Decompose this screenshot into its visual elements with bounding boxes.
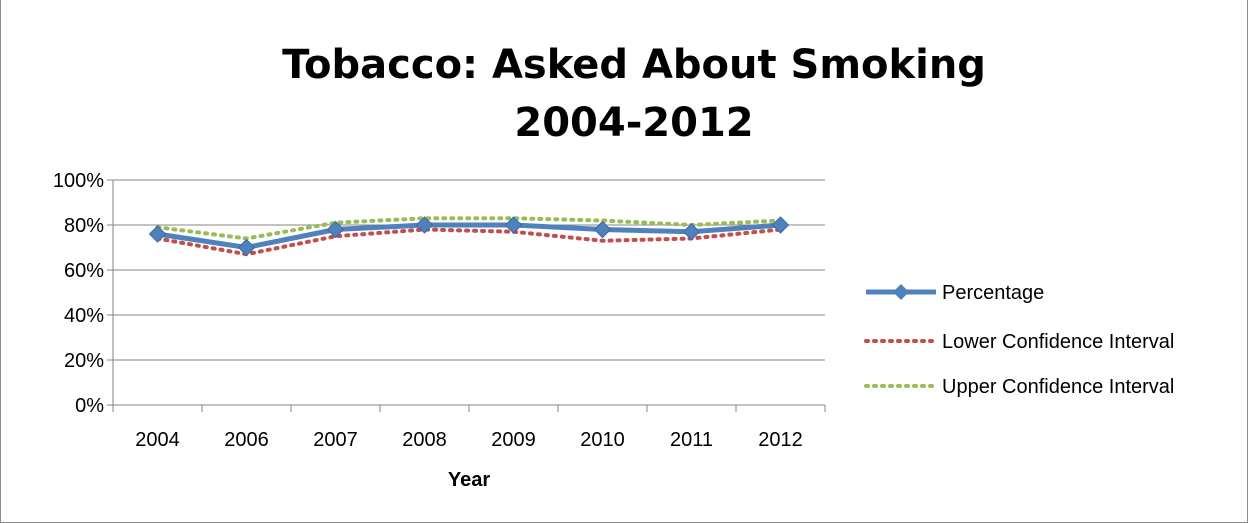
y-tick-label: 40%: [64, 305, 104, 327]
legend: Percentage Lower Confidence Interval Upper…: [864, 282, 1174, 398]
grid-lines: [107, 179, 826, 412]
data-point: [771, 216, 790, 234]
y-tick-label: 60%: [64, 260, 104, 282]
chart-title: Tobacco: Asked About Smoking: [282, 42, 986, 88]
legend-marker: [893, 284, 909, 300]
data-point: [237, 238, 256, 257]
data-point: [593, 220, 612, 239]
y-tick-label: 80%: [64, 215, 104, 237]
y-tick-label: 100%: [53, 170, 104, 192]
y-tick-labels: 0% 20% 40% 60% 80% 100%: [53, 170, 104, 417]
axes: [112, 180, 825, 406]
y-tick-label: 0%: [75, 395, 104, 417]
x-tick-label: 2012: [758, 429, 803, 451]
data-point: [148, 225, 167, 243]
x-tick-label: 2008: [402, 429, 447, 451]
x-tick-label: 2004: [135, 429, 180, 451]
series-layer: [148, 216, 790, 257]
series-line-2: [155, 216, 783, 241]
x-tick-label: 2009: [491, 429, 536, 451]
y-tick-label: 20%: [64, 350, 104, 372]
x-tick-label: 2010: [580, 429, 625, 451]
x-tick-labels: 2004 2006 2007 2008 2009 2010 2011 2012: [135, 429, 803, 451]
chart-subtitle: 2004-2012: [514, 100, 753, 146]
data-point: [415, 216, 434, 234]
x-tick-label: 2011: [670, 429, 713, 451]
x-tick-label: 2007: [313, 429, 358, 451]
legend-label: Upper Confidence Interval: [942, 376, 1174, 398]
legend-label: Percentage: [942, 282, 1044, 304]
x-tick-label: 2006: [224, 429, 269, 451]
data-point: [326, 220, 345, 239]
series-line-1: [155, 227, 783, 257]
x-axis-title: Year: [448, 469, 490, 491]
legend-label: Lower Confidence Interval: [942, 331, 1174, 353]
series-line-0: [157, 222, 781, 250]
data-point: [682, 223, 701, 241]
data-point: [504, 216, 523, 234]
